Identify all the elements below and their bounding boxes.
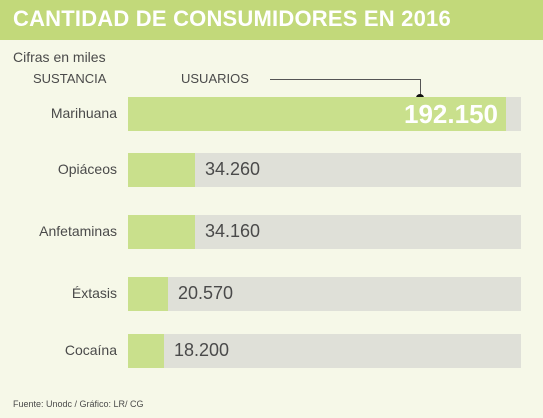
value-label-anfetaminas: 34.160 [205, 221, 261, 241]
source-note: Fuente: Unodc / Gráfico: LR/ CG [13, 399, 144, 409]
bar-track-extasis [128, 277, 521, 311]
bar-marihuana [128, 97, 506, 131]
category-label-extasis: Éxtasis [71, 285, 117, 301]
value-label-marihuana: 192.150 [404, 99, 498, 129]
bar-cocaina [128, 334, 164, 368]
bar-anfetaminas [128, 215, 195, 249]
category-label-cocaina: Cocaína [64, 342, 117, 358]
category-label-anfetaminas: Anfetaminas [39, 223, 117, 239]
value-header-leader-drop [420, 79, 421, 97]
category-label-marihuana: Marihuana [50, 105, 117, 121]
category-header: SUSTANCIA [33, 71, 107, 86]
bar-track-cocaina [128, 334, 521, 368]
value-label-cocaina: 18.200 [174, 340, 230, 360]
value-label-extasis: 20.570 [178, 283, 234, 303]
chart-title: CANTIDAD DE CONSUMIDORES EN 2016 [13, 6, 451, 31]
category-label-opiaceos: Opiáceos [57, 161, 117, 177]
value-header: USUARIOS [181, 71, 249, 86]
title-bar [0, 0, 543, 40]
value-label-opiaceos: 34.260 [205, 159, 261, 179]
value-header-leader-line [270, 79, 421, 80]
bar-extasis [128, 277, 168, 311]
chart-subtitle: Cifras en miles [13, 49, 106, 65]
bar-opiaceos [128, 153, 195, 187]
